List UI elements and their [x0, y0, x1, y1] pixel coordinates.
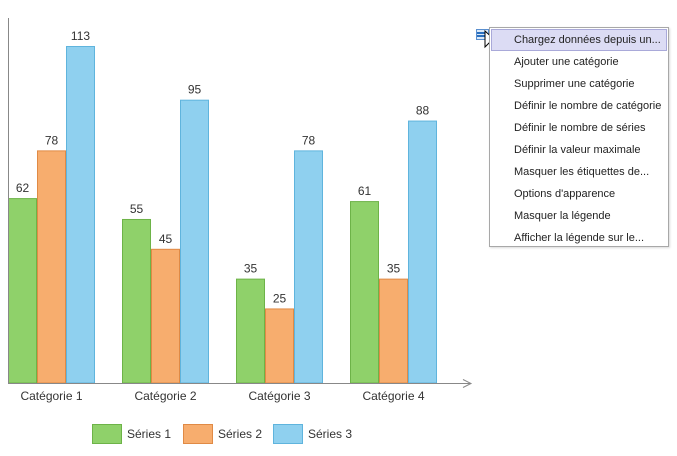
value-label-s2-c1: 78	[45, 133, 59, 147]
value-label-s2-c3: 25	[273, 291, 287, 305]
menu-item-6[interactable]: Définir la valeur maximale	[514, 144, 641, 156]
category-label-2: Catégorie 2	[134, 389, 196, 403]
value-label-s2-c2: 45	[159, 232, 173, 246]
bar-s2-c4	[379, 278, 408, 384]
menu-item-9[interactable]: Masquer la légende	[514, 210, 611, 222]
bar-s1-c2	[122, 218, 151, 384]
bar-s2-c3	[265, 308, 294, 384]
bar-s2-c1	[37, 150, 66, 384]
category-label-1: Catégorie 1	[20, 389, 82, 403]
legend-swatch-1	[92, 424, 122, 444]
value-label-s3-c4: 88	[416, 104, 430, 118]
menu-item-4[interactable]: Définir le nombre de catégorie	[514, 100, 662, 112]
menu-item-3[interactable]: Supprimer une catégorie	[514, 78, 635, 90]
value-label-s3-c3: 78	[302, 133, 316, 147]
bar-s1-c4	[350, 201, 379, 384]
value-label-s3-c1: 113	[71, 29, 90, 43]
value-label-s1-c3: 35	[244, 262, 258, 276]
value-label-s1-c4: 61	[358, 184, 372, 198]
menu-item-2[interactable]: Ajouter une catégorie	[514, 56, 619, 68]
legend-label-3: Séries 3	[308, 427, 352, 441]
category-label-4: Catégorie 4	[362, 389, 424, 403]
menu-item-1[interactable]: Chargez données depuis un...	[491, 29, 667, 51]
bar-s3-c1	[66, 46, 95, 384]
value-label-s1-c1: 62	[16, 181, 30, 195]
category-label-3: Catégorie 3	[248, 389, 310, 403]
value-label-s3-c2: 95	[188, 83, 202, 97]
chart-menu-icon[interactable]	[476, 29, 489, 40]
chart-context-menu: Chargez données depuis un... Ajouter une …	[489, 27, 669, 247]
value-label-s1-c2: 55	[130, 202, 144, 216]
bar-s1-c3	[236, 278, 265, 384]
menu-item-5[interactable]: Définir le nombre de séries	[514, 122, 646, 134]
menu-item-8[interactable]: Options d'apparence	[514, 188, 616, 200]
bar-s3-c3	[294, 150, 323, 384]
legend-swatch-3	[273, 424, 303, 444]
value-label-s2-c4: 35	[387, 262, 401, 276]
bar-s3-c2	[180, 99, 209, 384]
x-axis-arrow	[462, 379, 473, 388]
bar-s1-c1	[8, 198, 37, 384]
bar-s2-c2	[151, 248, 180, 384]
legend-label-1: Séries 1	[127, 427, 171, 441]
menu-item-10[interactable]: Afficher la légende sur le...	[514, 232, 645, 244]
bar-s3-c4	[408, 120, 437, 384]
legend-swatch-2	[183, 424, 213, 444]
menu-item-7[interactable]: Masquer les étiquettes de...	[514, 166, 650, 178]
legend-label-2: Séries 2	[218, 427, 262, 441]
